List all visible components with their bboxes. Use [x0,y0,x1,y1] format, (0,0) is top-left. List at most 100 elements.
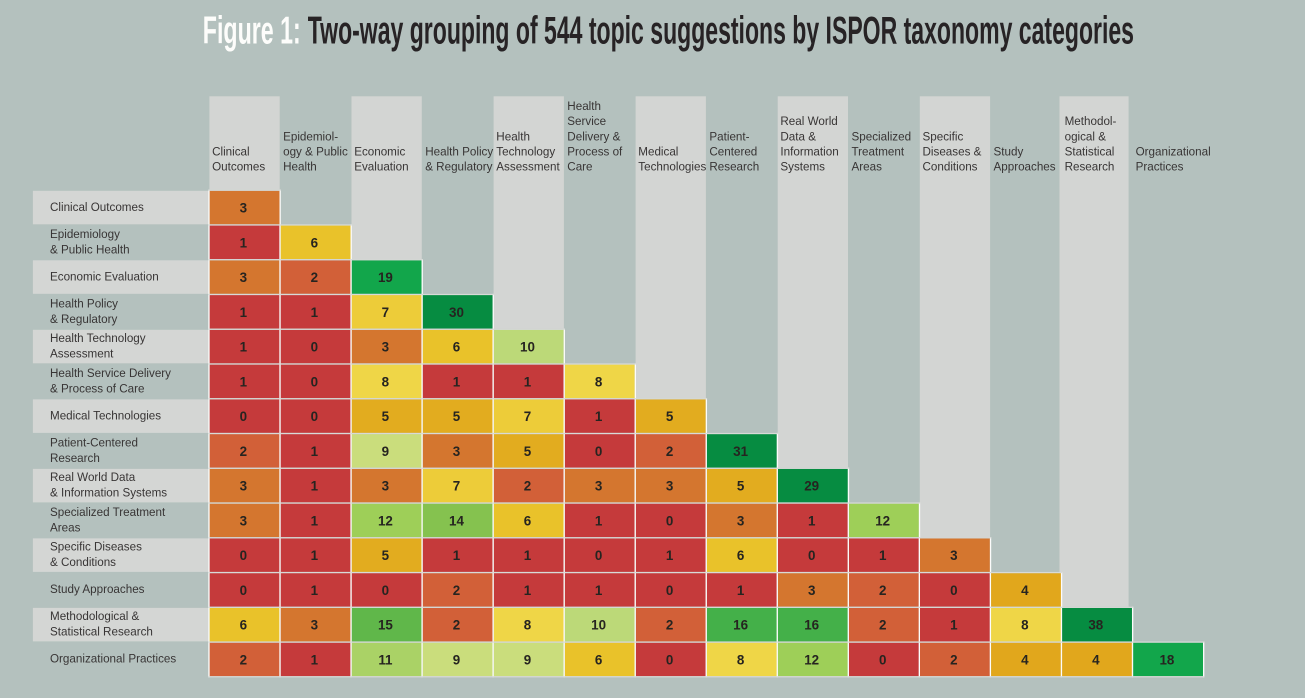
svg-text:2: 2 [453,583,460,598]
svg-text:Research: Research [1065,159,1115,173]
svg-text:2: 2 [950,652,957,667]
svg-text:11: 11 [378,652,393,667]
svg-text:16: 16 [733,618,748,633]
svg-text:2: 2 [879,583,886,598]
svg-text:Service: Service [567,114,606,128]
svg-text:Specialized Treatment: Specialized Treatment [50,505,166,519]
svg-text:Organizational: Organizational [1136,144,1211,158]
svg-text:5: 5 [666,409,674,424]
svg-text:14: 14 [449,513,464,528]
svg-text:19: 19 [378,270,393,285]
svg-text:1: 1 [311,652,319,667]
svg-text:6: 6 [524,513,531,528]
svg-text:0: 0 [240,583,247,598]
svg-text:Patient-Centered: Patient-Centered [50,435,138,449]
svg-text:6: 6 [311,235,318,250]
svg-text:Information: Information [780,144,838,158]
svg-text:Evaluation: Evaluation [354,159,408,173]
svg-text:Methodol-: Methodol- [1065,114,1117,128]
svg-text:8: 8 [595,374,603,389]
svg-text:Clinical: Clinical [212,144,250,158]
svg-text:Methodological &: Methodological & [50,609,140,623]
svg-text:4: 4 [1021,583,1029,598]
svg-text:1: 1 [311,583,319,598]
svg-text:9: 9 [382,444,389,459]
svg-text:6: 6 [453,340,460,355]
svg-text:Health Service Delivery: Health Service Delivery [50,366,172,380]
svg-text:& Conditions: & Conditions [50,555,116,569]
svg-text:0: 0 [240,548,247,563]
svg-text:Health Technology: Health Technology [50,331,146,345]
svg-text:3: 3 [666,479,673,494]
svg-text:0: 0 [950,583,957,598]
svg-text:Areas: Areas [852,159,882,173]
svg-text:7: 7 [382,305,389,320]
svg-text:Economic Evaluation: Economic Evaluation [50,269,159,283]
svg-text:4: 4 [1092,652,1100,667]
svg-text:Health: Health [567,99,601,113]
svg-text:Technologies: Technologies [638,159,706,173]
svg-text:Epidemiology: Epidemiology [50,227,121,241]
svg-text:15: 15 [378,618,393,633]
svg-text:Assessment: Assessment [50,347,114,361]
svg-text:Study: Study [994,144,1025,158]
svg-text:0: 0 [595,548,602,563]
svg-text:6: 6 [595,652,602,667]
svg-text:1: 1 [240,374,248,389]
svg-text:7: 7 [453,479,460,494]
svg-text:5: 5 [382,548,390,563]
svg-text:1: 1 [524,583,532,598]
svg-text:Assessment: Assessment [496,159,560,173]
svg-text:Technology: Technology [496,144,556,158]
svg-text:3: 3 [240,270,247,285]
svg-text:Economic: Economic [354,144,405,158]
svg-text:12: 12 [804,652,819,667]
svg-text:2: 2 [240,652,247,667]
svg-text:2: 2 [311,270,318,285]
svg-text:10: 10 [591,618,606,633]
svg-text:Health: Health [496,129,530,143]
svg-text:1: 1 [453,548,461,563]
svg-text:2: 2 [240,444,247,459]
svg-text:Clinical Outcomes: Clinical Outcomes [50,200,144,214]
svg-text:0: 0 [666,583,673,598]
svg-text:Specialized: Specialized [852,129,912,143]
svg-text:Data &: Data & [780,129,816,143]
svg-text:Outcomes: Outcomes [212,159,265,173]
svg-text:12: 12 [875,513,890,528]
svg-text:& Regulatory: & Regulatory [50,312,118,326]
svg-text:Diseases &: Diseases & [923,144,983,158]
svg-text:3: 3 [453,444,460,459]
svg-text:1: 1 [737,583,745,598]
svg-text:3: 3 [595,479,602,494]
svg-text:Epidemiol-: Epidemiol- [283,129,338,143]
svg-text:5: 5 [524,444,532,459]
svg-text:Health Policy: Health Policy [425,144,494,158]
svg-text:1: 1 [240,235,248,250]
svg-text:1: 1 [879,548,887,563]
svg-text:Process of: Process of [567,144,623,158]
svg-text:2: 2 [666,618,673,633]
svg-text:1: 1 [595,409,603,424]
svg-text:Statistical: Statistical [1065,144,1115,158]
svg-text:& Regulatory: & Regulatory [425,159,493,173]
svg-text:1: 1 [950,618,958,633]
svg-text:1: 1 [240,340,248,355]
svg-text:& Public Health: & Public Health [50,242,130,256]
svg-text:1: 1 [453,374,461,389]
svg-text:0: 0 [808,548,815,563]
svg-text:Conditions: Conditions [923,159,978,173]
svg-text:Figure 1:: Figure 1: [203,10,301,53]
svg-text:29: 29 [804,479,819,494]
svg-text:3: 3 [808,583,815,598]
svg-text:2: 2 [666,444,673,459]
svg-text:0: 0 [311,340,318,355]
svg-text:1: 1 [808,513,816,528]
svg-text:Specific: Specific [923,129,964,143]
svg-text:Systems: Systems [780,159,825,173]
svg-text:5: 5 [737,479,745,494]
svg-text:0: 0 [240,409,247,424]
svg-text:6: 6 [240,618,247,633]
svg-text:1: 1 [311,479,319,494]
svg-text:Centered: Centered [709,144,757,158]
